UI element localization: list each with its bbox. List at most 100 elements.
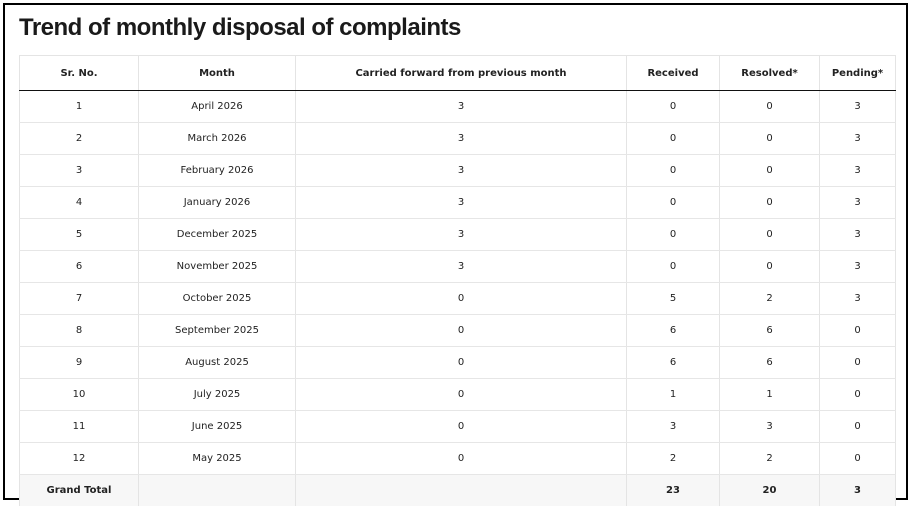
cell-month: July 2025 xyxy=(138,378,296,411)
grand-total-carried xyxy=(295,474,627,506)
page-title: Trend of monthly disposal of complaints xyxy=(19,14,461,41)
cell-month: June 2025 xyxy=(138,410,296,443)
grand-total-month xyxy=(138,474,296,506)
grand-total-row: Grand Total 23 20 3 xyxy=(19,474,896,506)
cell-sr-no: 10 xyxy=(19,378,139,411)
table-row: 3 February 2026 3 0 0 3 xyxy=(19,154,896,187)
cell-sr-no: 12 xyxy=(19,442,139,475)
cell-carried-forward: 3 xyxy=(295,186,627,219)
cell-sr-no: 3 xyxy=(19,154,139,187)
table-row: 12 May 2025 0 2 2 0 xyxy=(19,442,896,475)
cell-carried-forward: 0 xyxy=(295,346,627,379)
cell-resolved: 0 xyxy=(719,186,820,219)
header-sr-no: Sr. No. xyxy=(19,55,139,91)
cell-month: January 2026 xyxy=(138,186,296,219)
cell-sr-no: 8 xyxy=(19,314,139,347)
grand-total-label: Grand Total xyxy=(19,474,139,506)
table-header: Sr. No. Month Carried forward from previ… xyxy=(19,55,896,91)
cell-carried-forward: 0 xyxy=(295,282,627,315)
cell-month: March 2026 xyxy=(138,122,296,155)
cell-received: 2 xyxy=(626,442,720,475)
grand-total-received: 23 xyxy=(626,474,720,506)
cell-carried-forward: 0 xyxy=(295,314,627,347)
cell-received: 5 xyxy=(626,282,720,315)
report-panel: Trend of monthly disposal of complaints … xyxy=(3,3,908,506)
cell-carried-forward: 0 xyxy=(295,378,627,411)
table-row: 4 January 2026 3 0 0 3 xyxy=(19,186,896,219)
header-received: Received xyxy=(626,55,720,91)
cell-carried-forward: 0 xyxy=(295,442,627,475)
cell-received: 3 xyxy=(626,410,720,443)
cell-sr-no: 9 xyxy=(19,346,139,379)
cell-month: April 2026 xyxy=(138,90,296,123)
cell-carried-forward: 3 xyxy=(295,122,627,155)
cell-carried-forward: 3 xyxy=(295,250,627,283)
cell-carried-forward: 3 xyxy=(295,154,627,187)
cell-sr-no: 11 xyxy=(19,410,139,443)
cell-month: October 2025 xyxy=(138,282,296,315)
table-row: 8 September 2025 0 6 6 0 xyxy=(19,314,896,347)
cell-resolved: 0 xyxy=(719,122,820,155)
cell-pending: 0 xyxy=(819,410,896,443)
table-row: 10 July 2025 0 1 1 0 xyxy=(19,378,896,411)
cell-pending: 3 xyxy=(819,122,896,155)
cell-pending: 0 xyxy=(819,346,896,379)
cell-resolved: 3 xyxy=(719,410,820,443)
cell-resolved: 0 xyxy=(719,218,820,251)
grand-total-resolved: 20 xyxy=(719,474,820,506)
header-carried-forward: Carried forward from previous month xyxy=(295,55,627,91)
cell-received: 0 xyxy=(626,218,720,251)
cell-sr-no: 5 xyxy=(19,218,139,251)
table-row: 1 April 2026 3 0 0 3 xyxy=(19,90,896,123)
cell-received: 1 xyxy=(626,378,720,411)
cell-received: 0 xyxy=(626,90,720,123)
cell-sr-no: 4 xyxy=(19,186,139,219)
cell-pending: 3 xyxy=(819,282,896,315)
cell-received: 0 xyxy=(626,186,720,219)
cell-carried-forward: 3 xyxy=(295,218,627,251)
cell-sr-no: 1 xyxy=(19,90,139,123)
cell-resolved: 0 xyxy=(719,90,820,123)
table-row: 7 October 2025 0 5 2 3 xyxy=(19,282,896,315)
cell-pending: 3 xyxy=(819,250,896,283)
cell-received: 0 xyxy=(626,122,720,155)
table-row: 2 March 2026 3 0 0 3 xyxy=(19,122,896,155)
cell-month: August 2025 xyxy=(138,346,296,379)
cell-resolved: 2 xyxy=(719,282,820,315)
cell-resolved: 0 xyxy=(719,154,820,187)
table-row: 6 November 2025 3 0 0 3 xyxy=(19,250,896,283)
table-row: 11 June 2025 0 3 3 0 xyxy=(19,410,896,443)
cell-pending: 3 xyxy=(819,186,896,219)
cell-resolved: 6 xyxy=(719,314,820,347)
cell-pending: 0 xyxy=(819,442,896,475)
cell-carried-forward: 0 xyxy=(295,410,627,443)
complaints-table-container: Sr. No. Month Carried forward from previ… xyxy=(19,55,896,506)
header-month: Month xyxy=(138,55,296,91)
header-resolved: Resolved* xyxy=(719,55,820,91)
table-row: 5 December 2025 3 0 0 3 xyxy=(19,218,896,251)
table-body: 1 April 2026 3 0 0 3 2 March 2026 3 0 0 3 3 February … xyxy=(19,90,896,475)
cell-pending: 3 xyxy=(819,154,896,187)
cell-sr-no: 6 xyxy=(19,250,139,283)
cell-pending: 3 xyxy=(819,90,896,123)
cell-resolved: 1 xyxy=(719,378,820,411)
cell-received: 0 xyxy=(626,250,720,283)
table-row: 9 August 2025 0 6 6 0 xyxy=(19,346,896,379)
cell-pending: 0 xyxy=(819,378,896,411)
cell-sr-no: 2 xyxy=(19,122,139,155)
cell-pending: 0 xyxy=(819,314,896,347)
cell-received: 6 xyxy=(626,346,720,379)
cell-month: May 2025 xyxy=(138,442,296,475)
cell-month: September 2025 xyxy=(138,314,296,347)
cell-resolved: 0 xyxy=(719,250,820,283)
cell-month: February 2026 xyxy=(138,154,296,187)
cell-month: December 2025 xyxy=(138,218,296,251)
cell-sr-no: 7 xyxy=(19,282,139,315)
cell-resolved: 6 xyxy=(719,346,820,379)
header-row: Sr. No. Month Carried forward from previ… xyxy=(19,55,896,91)
cell-carried-forward: 3 xyxy=(295,90,627,123)
cell-pending: 3 xyxy=(819,218,896,251)
complaints-table: Sr. No. Month Carried forward from previ… xyxy=(19,55,896,506)
table-footer: Grand Total 23 20 3 xyxy=(19,474,896,506)
header-pending: Pending* xyxy=(819,55,896,91)
